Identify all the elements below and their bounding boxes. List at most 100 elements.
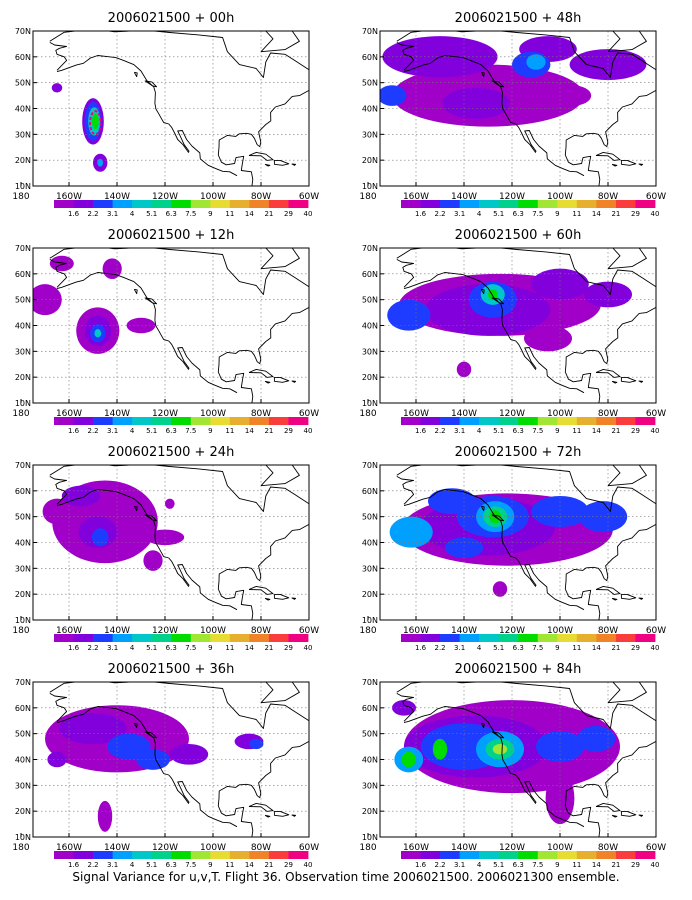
colorbar-swatch	[210, 851, 231, 859]
lon-tick-label: 60W	[299, 192, 319, 202]
colorbar-label: 40	[651, 427, 660, 435]
colorbar-swatch	[498, 417, 519, 425]
colorbar-label: 5.1	[146, 210, 157, 218]
variance-contour	[42, 498, 72, 525]
colorbar-label: 9	[555, 210, 559, 218]
colorbar-label: 9	[208, 644, 212, 652]
lon-tick-label: 120W	[152, 626, 178, 636]
colorbar-label: 29	[631, 427, 640, 435]
colorbar-label: 11	[225, 644, 234, 652]
panel-title: 2006021500 + 48h	[455, 11, 582, 26]
colorbar-label: 14	[245, 644, 254, 652]
colorbar-label: 2.2	[88, 427, 99, 435]
colorbar-swatch	[576, 417, 597, 425]
colorbar-swatch	[229, 200, 250, 208]
lon-tick-label: 160W	[56, 409, 82, 419]
colorbar-swatch	[401, 417, 421, 425]
lat-tick-label: 50N	[15, 296, 31, 305]
lat-tick-label: 30N	[362, 564, 378, 573]
lon-tick-label: 180	[12, 409, 29, 419]
lon-tick-label: 140W	[104, 409, 130, 419]
colorbar-label: 1.6	[68, 861, 80, 869]
colorbar-label: 2.2	[88, 861, 99, 869]
colorbar-label: 5.1	[146, 861, 157, 869]
variance-contour	[169, 744, 209, 765]
colorbar-label: 14	[245, 861, 254, 869]
colorbar-label: 3.1	[107, 644, 118, 652]
colorbar-label: 40	[304, 644, 313, 652]
lon-tick-label: 100W	[547, 626, 573, 636]
colorbar-label: 11	[572, 427, 581, 435]
colorbar-swatch	[288, 634, 309, 642]
coastline	[49, 248, 309, 403]
lat-tick-label: 10N	[362, 182, 378, 191]
lat-tick-label: 60N	[362, 53, 378, 62]
lon-tick-label: 140W	[451, 843, 477, 853]
colorbar-swatch	[288, 200, 309, 208]
colorbar-swatch	[73, 634, 94, 642]
colorbar-swatch	[557, 634, 578, 642]
variance-contour	[51, 83, 63, 93]
variance-contour	[92, 113, 99, 130]
colorbar-swatch	[73, 851, 94, 859]
colorbar-label: 21	[264, 427, 273, 435]
colorbar-swatch	[210, 200, 231, 208]
colorbar-label: 29	[631, 644, 640, 652]
variance-contour	[143, 550, 163, 571]
lon-tick-label: 160W	[56, 843, 82, 853]
lon-tick-label: 60W	[646, 843, 666, 853]
panel-title: 2006021500 + 24h	[108, 445, 235, 460]
colorbar-label: 5.1	[493, 427, 504, 435]
colorbar-label: 9	[208, 861, 212, 869]
coastline	[396, 682, 656, 837]
colorbar-label: 9	[555, 427, 559, 435]
lon-tick-label: 140W	[104, 626, 130, 636]
lon-tick-label: 100W	[547, 409, 573, 419]
colorbar-label: 9	[208, 427, 212, 435]
colorbar-label: 7.5	[532, 427, 543, 435]
colorbar-label: 21	[611, 644, 620, 652]
colorbar-swatch	[54, 851, 74, 859]
lat-tick-label: 60N	[15, 704, 31, 713]
colorbar-swatch	[229, 634, 250, 642]
peak-contour	[89, 110, 102, 136]
panel-title: 2006021500 + 72h	[455, 445, 582, 460]
colorbar-label: 4	[130, 210, 135, 218]
colorbar-swatch	[537, 851, 558, 859]
lat-tick-label: 60N	[362, 270, 378, 279]
colorbar-label: 29	[284, 861, 293, 869]
lon-tick-label: 120W	[499, 192, 525, 202]
colorbar-label: 7.5	[185, 210, 196, 218]
lon-tick-label: 80W	[251, 843, 271, 853]
map-panel: 2006021500 + 12h 180 160W 140W 120W 100W 80W 60…	[12, 228, 319, 435]
panel-title: 2006021500 + 36h	[108, 662, 235, 677]
colorbar: 1.6 2.2 3.1 4 5.1 6.3 7.5 9 11 14 21 29 40	[401, 200, 659, 218]
colorbar-swatch	[73, 417, 94, 425]
lat-tick-label: 50N	[362, 79, 378, 88]
lon-tick-label: 80W	[598, 626, 618, 636]
colorbar-swatch	[498, 634, 519, 642]
colorbar-label: 11	[572, 644, 581, 652]
colorbar-swatch	[576, 634, 597, 642]
variance-contour	[442, 87, 510, 119]
colorbar-swatch	[615, 417, 636, 425]
colorbar-label: 29	[631, 861, 640, 869]
colorbar-swatch	[229, 851, 250, 859]
lat-tick-label: 10N	[15, 182, 31, 191]
colorbar-swatch	[459, 851, 480, 859]
lat-tick-label: 30N	[15, 130, 31, 139]
lat-tick-label: 50N	[15, 79, 31, 88]
colorbar-label: 14	[592, 861, 601, 869]
colorbar-swatch	[440, 634, 461, 642]
colorbar-swatch	[93, 200, 114, 208]
colorbar-label: 1.6	[415, 210, 427, 218]
map-panel: 2006021500 + 84h 180 160W 140W 120W 100W 80W 60…	[359, 662, 666, 869]
variance-contour	[59, 713, 127, 744]
lon-tick-label: 80W	[598, 192, 618, 202]
colorbar-swatch	[615, 200, 636, 208]
lat-tick-label: 30N	[362, 781, 378, 790]
colorbar-swatch	[288, 417, 309, 425]
lat-tick-label: 20N	[362, 156, 378, 165]
colorbar-swatch	[576, 851, 597, 859]
lon-tick-label: 100W	[200, 843, 226, 853]
